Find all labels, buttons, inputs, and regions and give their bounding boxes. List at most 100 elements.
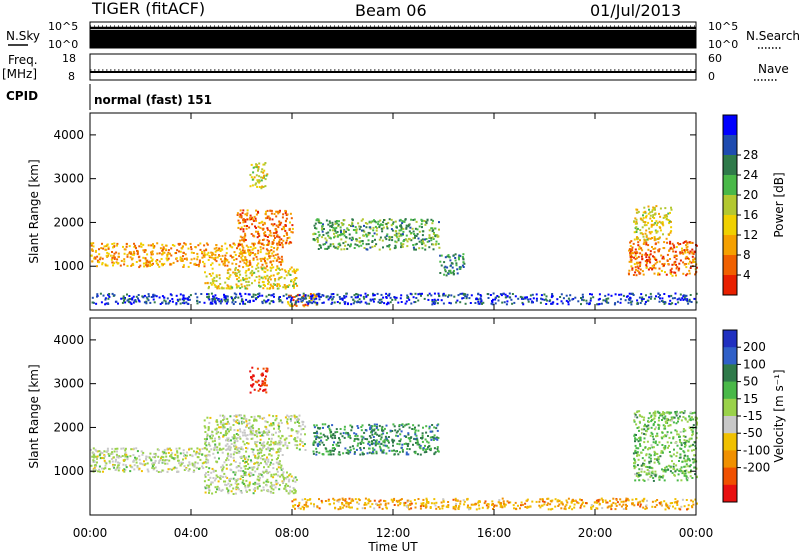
echo-pixel [269, 269, 272, 272]
echo-pixel [660, 451, 663, 454]
echo-pixel [256, 258, 259, 261]
echo-pixel [309, 295, 312, 298]
echo-pixel [178, 250, 180, 253]
echo-pixel [276, 468, 278, 471]
echo-pixel [267, 282, 269, 285]
echo-pixel [251, 432, 254, 435]
echo-pixel [683, 505, 686, 508]
echo-pixel [679, 252, 682, 255]
echo-pixel [313, 294, 316, 297]
echo-pixel [645, 294, 647, 297]
echo-pixel [255, 255, 258, 258]
echo-pixel [355, 239, 358, 242]
echo-pixel [636, 416, 639, 419]
echo-pixel [633, 256, 636, 259]
echo-pixel [286, 237, 289, 240]
echo-pixel [668, 451, 671, 453]
echo-pixel [428, 445, 431, 448]
echo-pixel [286, 422, 289, 425]
echo-pixel [369, 246, 372, 249]
echo-pixel [290, 299, 293, 302]
echo-pixel [315, 238, 318, 241]
echo-pixel [648, 296, 651, 299]
echo-pixel [682, 261, 685, 264]
echo-pixel [628, 269, 631, 272]
echo-pixel [224, 295, 227, 298]
echo-pixel [652, 216, 654, 219]
echo-pixel [245, 280, 248, 283]
echo-pixel [285, 274, 288, 277]
echo-pixel [184, 454, 187, 457]
echo-pixel [332, 293, 335, 295]
echo-pixel [313, 238, 316, 241]
echo-pixel [145, 300, 148, 303]
echo-pixel [211, 481, 214, 484]
echo-pixel [179, 293, 182, 296]
echo-pixel [132, 295, 135, 298]
echo-pixel [656, 443, 659, 446]
echo-pixel [677, 417, 680, 420]
echo-pixel [262, 441, 265, 444]
echo-pixel [194, 453, 197, 456]
echo-pixel [414, 234, 416, 237]
echo-pixel [130, 303, 133, 305]
echo-pixel [438, 221, 440, 224]
echo-pixel [248, 473, 250, 476]
echo-pixel [281, 228, 283, 231]
echo-pixel [124, 449, 127, 452]
echo-pixel [451, 266, 454, 269]
echo-pixel [693, 250, 696, 253]
echo-pixel [602, 500, 604, 503]
echo-pixel [373, 294, 376, 297]
echo-pixel [675, 422, 678, 425]
echo-pixel [93, 454, 96, 457]
echo-pixel [260, 221, 263, 224]
echo-pixel [267, 281, 270, 284]
echo-pixel [670, 267, 673, 270]
echo-pixel [293, 278, 296, 280]
echo-pixel [113, 294, 116, 297]
echo-pixel [408, 438, 411, 441]
echo-pixel [300, 433, 302, 436]
echo-pixel [278, 430, 281, 433]
echo-pixel [407, 437, 410, 440]
echo-pixel [271, 485, 274, 488]
echo-pixel [340, 248, 343, 251]
echo-pixel [656, 458, 659, 461]
echo-pixel [366, 294, 369, 297]
echo-pixel [129, 464, 132, 467]
echo-pixel [288, 236, 291, 239]
echo-pixel [391, 430, 394, 432]
echo-pixel [261, 372, 264, 375]
echo-pixel [235, 480, 238, 483]
echo-pixel [676, 433, 679, 436]
echo-pixel [209, 282, 212, 285]
echo-pixel [217, 431, 220, 434]
echo-pixel [695, 292, 698, 295]
echo-pixel [252, 482, 255, 485]
echo-pixel [614, 508, 617, 511]
echo-pixel [99, 457, 102, 460]
echo-pixel [146, 259, 149, 262]
echo-pixel [142, 249, 145, 252]
echo-pixel [173, 466, 176, 469]
echo-pixel [225, 422, 228, 425]
echo-pixel [416, 233, 419, 236]
echo-pixel [258, 294, 261, 297]
echo-pixel [277, 448, 280, 451]
echo-pixel [230, 469, 233, 472]
echo-pixel [241, 298, 244, 301]
echo-pixel [396, 226, 398, 229]
echo-pixel [116, 242, 119, 245]
echo-pixel [173, 244, 176, 247]
echo-pixel [281, 435, 284, 438]
echo-pixel [97, 470, 100, 473]
echo-pixel [449, 264, 452, 267]
echo-pixel [208, 488, 211, 491]
echo-pixel [396, 435, 399, 438]
echo-pixel [239, 273, 242, 276]
echo-pixel [272, 250, 275, 253]
echo-pixel [256, 367, 259, 370]
echo-pixel [655, 295, 657, 298]
echo-pixel [433, 298, 436, 301]
